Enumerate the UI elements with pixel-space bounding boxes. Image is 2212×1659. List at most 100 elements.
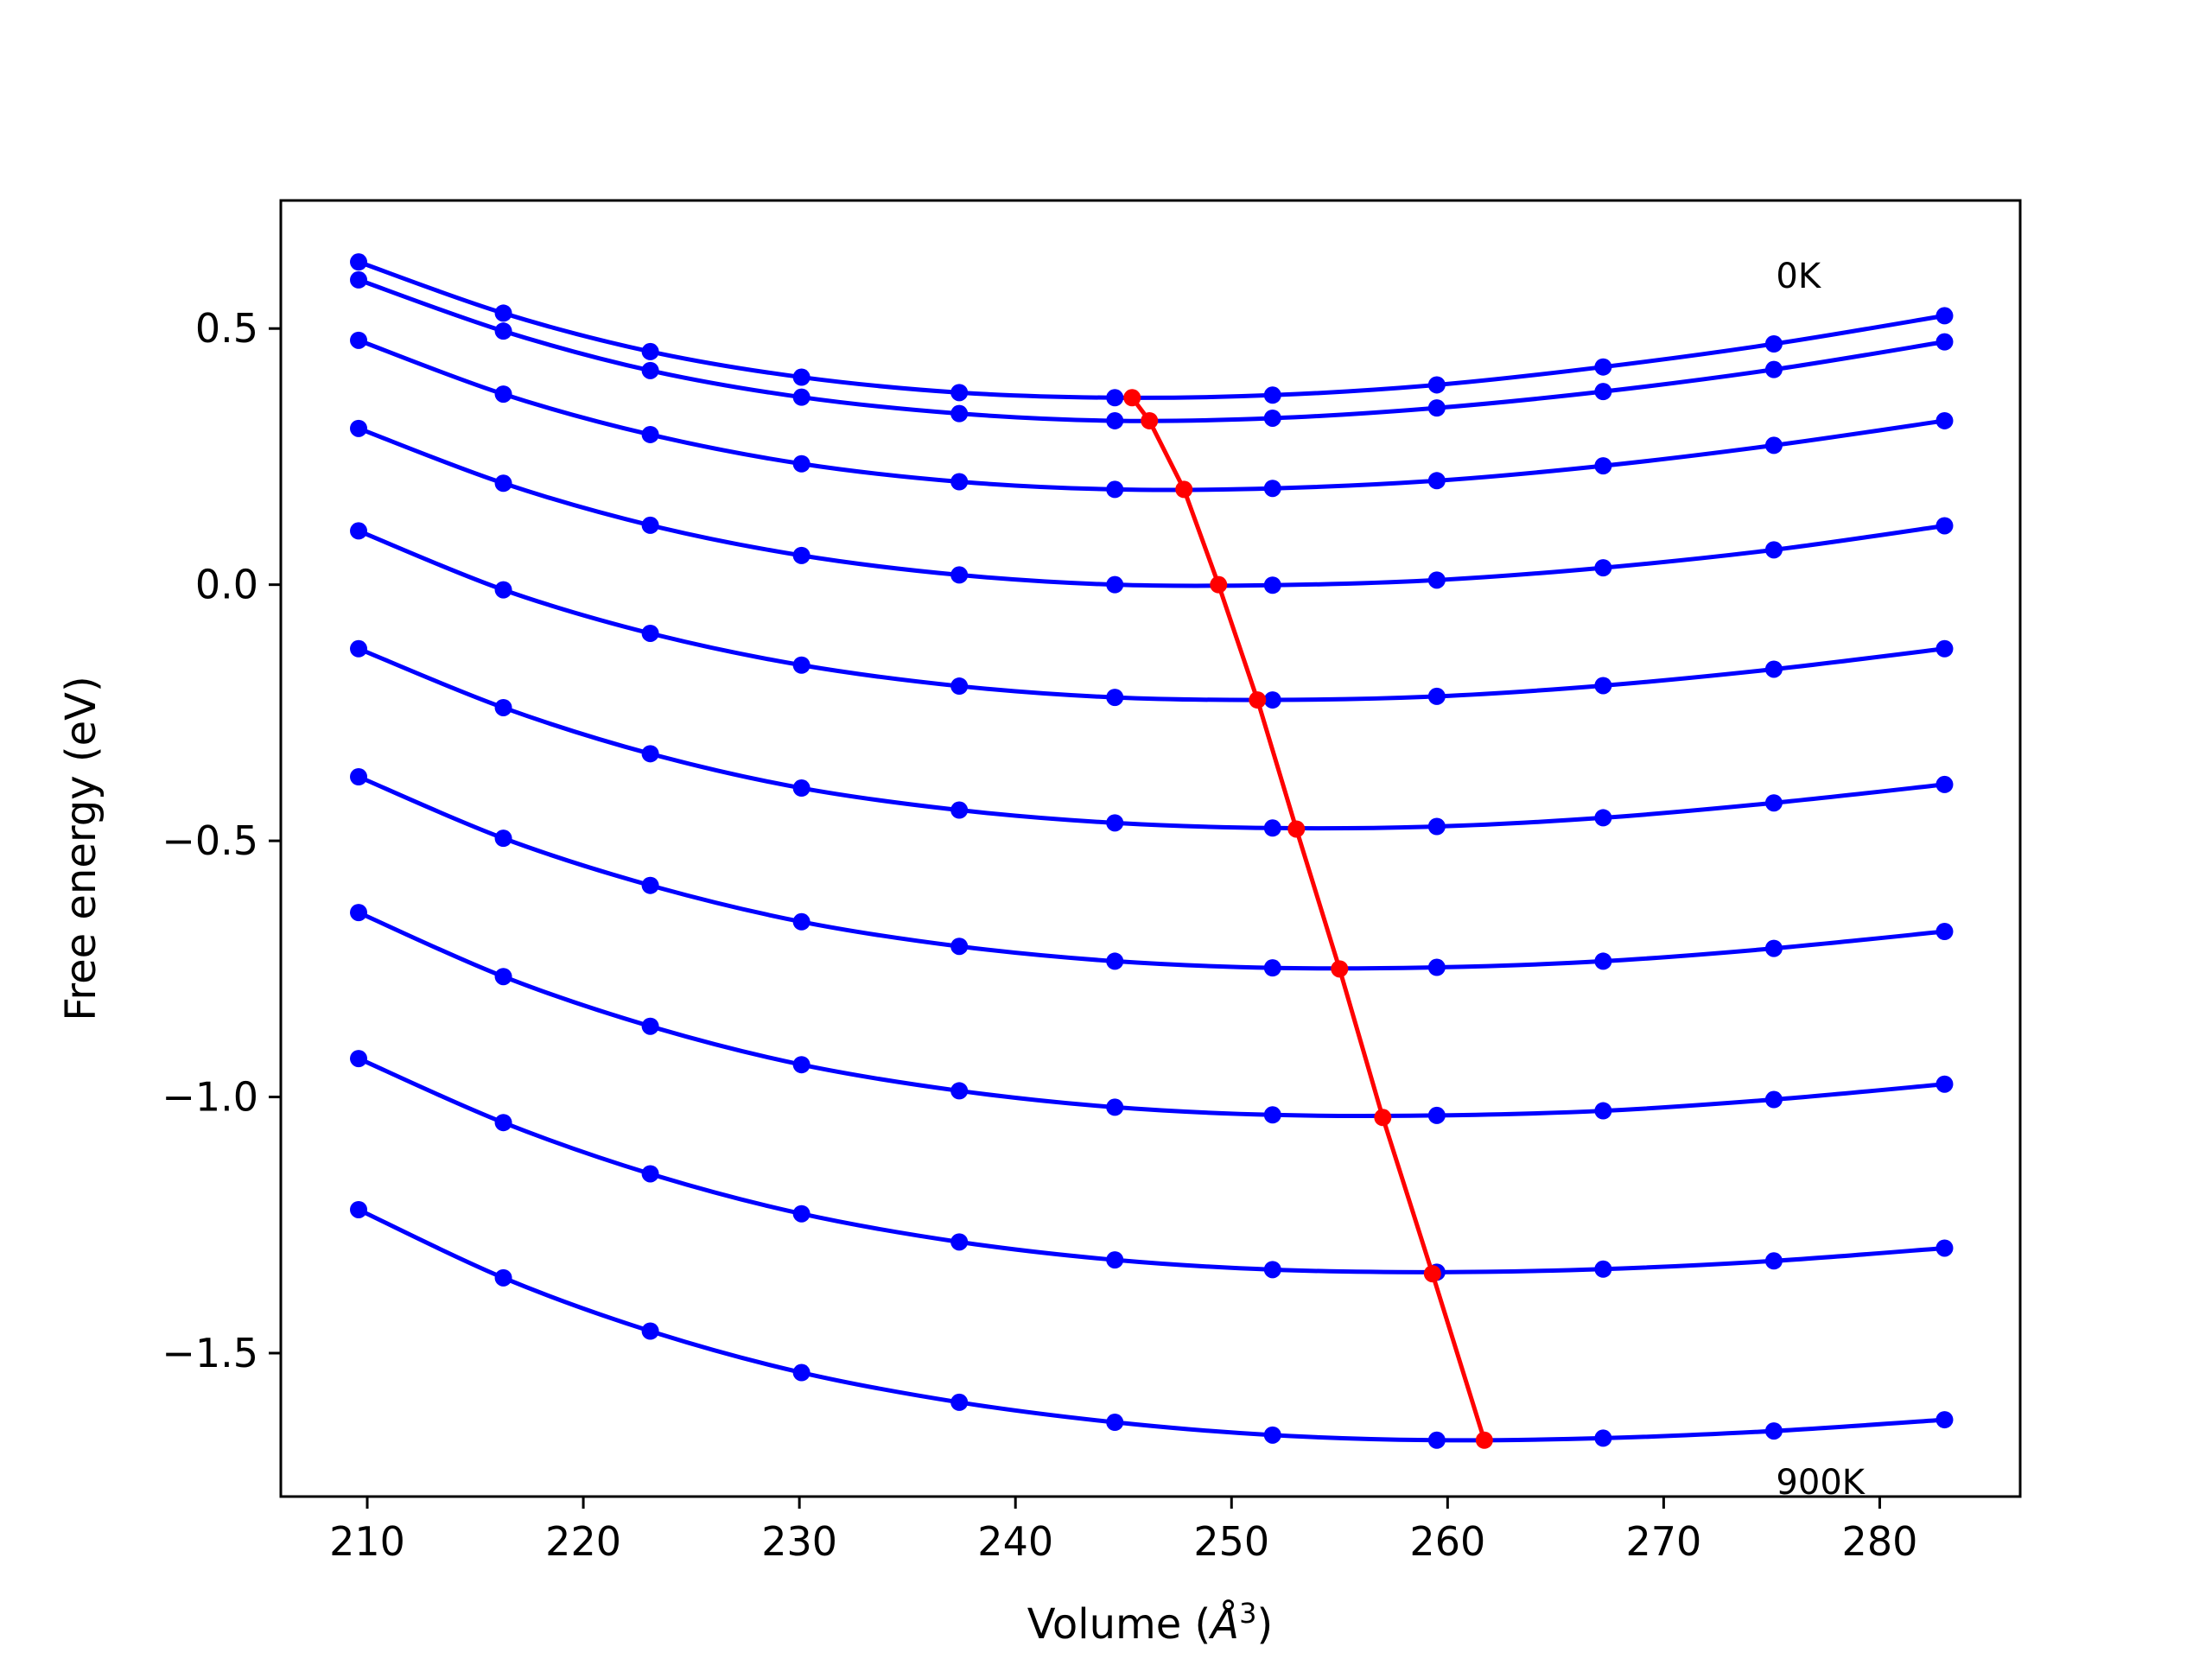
series-10 — [350, 1200, 1954, 1449]
data-point — [1106, 1414, 1124, 1432]
data-point — [1936, 775, 1954, 793]
data-point — [792, 546, 810, 564]
data-point — [350, 767, 368, 785]
data-point — [641, 425, 659, 443]
data-point — [1106, 814, 1124, 832]
data-point — [1936, 639, 1954, 658]
y-axis-label: Free energy (eV) — [57, 676, 105, 1020]
data-point — [1263, 1106, 1281, 1124]
y-tick-label: 0.5 — [195, 305, 258, 352]
data-point — [1594, 383, 1612, 401]
data-point — [1764, 1422, 1783, 1440]
series-4 — [350, 419, 1954, 594]
data-point — [1427, 399, 1446, 417]
series-8 — [350, 904, 1954, 1124]
data-point — [1936, 411, 1954, 429]
x-tick-label: 210 — [329, 1518, 405, 1565]
data-point — [1263, 576, 1281, 594]
data-point — [1427, 958, 1446, 976]
minimum-point — [1475, 1431, 1493, 1449]
x-axis-label-exponent: 3 — [1239, 1597, 1256, 1630]
data-point — [792, 1056, 810, 1074]
data-point — [1764, 360, 1783, 378]
data-point — [950, 801, 969, 819]
data-point — [1936, 923, 1954, 941]
data-point — [1106, 952, 1124, 970]
data-point — [1936, 1411, 1954, 1429]
data-point — [350, 904, 368, 922]
annotation-label: 0K — [1776, 257, 1821, 296]
data-point — [1764, 1090, 1783, 1109]
data-point — [1594, 559, 1612, 577]
data-point — [1106, 575, 1124, 594]
data-point — [1764, 436, 1783, 454]
data-point — [1106, 1098, 1124, 1116]
data-point — [494, 698, 512, 716]
data-point — [792, 368, 810, 386]
data-point — [1594, 457, 1612, 475]
data-point — [350, 419, 368, 437]
data-point — [1594, 809, 1612, 827]
minimum-point — [1423, 1265, 1441, 1283]
data-point — [1936, 1075, 1954, 1093]
data-point — [792, 454, 810, 473]
data-point — [641, 876, 659, 894]
data-point — [1106, 1251, 1124, 1269]
y-tick-label: −0.5 — [162, 817, 258, 864]
data-point — [1427, 472, 1446, 490]
data-point — [494, 581, 512, 599]
data-point — [494, 1268, 512, 1287]
x-tick-label: 280 — [1842, 1518, 1918, 1565]
minimum-point — [1287, 820, 1306, 838]
annotations: 0K 900K — [1776, 257, 1866, 1503]
data-point — [350, 522, 368, 540]
data-point — [950, 473, 969, 491]
data-point — [1263, 819, 1281, 837]
data-point — [950, 566, 969, 584]
y-tick-label: 0.0 — [195, 562, 258, 608]
data-point — [350, 639, 368, 658]
series-1 — [350, 253, 1954, 407]
data-point — [494, 968, 512, 986]
data-point — [950, 938, 969, 956]
data-point — [1427, 571, 1446, 589]
data-point — [950, 1082, 969, 1100]
x-axis-label-text: Volume ( — [1027, 1600, 1211, 1649]
data-point — [1106, 480, 1124, 499]
minimum-point — [1210, 575, 1228, 594]
series-5 — [350, 522, 1954, 709]
data-point — [792, 912, 810, 931]
data-point — [494, 1114, 512, 1132]
data-point — [1263, 386, 1281, 404]
data-point — [792, 1363, 810, 1382]
data-point — [1594, 1429, 1612, 1447]
data-point — [350, 270, 368, 289]
data-point — [350, 253, 368, 271]
minimum-point — [1374, 1109, 1392, 1127]
data-point — [1427, 1106, 1446, 1124]
data-point — [1764, 335, 1783, 353]
data-point — [950, 404, 969, 423]
data-point — [494, 830, 512, 848]
data-point — [950, 1233, 969, 1251]
data-point — [641, 342, 659, 360]
x-axis-label-symbol: Å — [1208, 1599, 1239, 1649]
minimum-line — [1130, 396, 1487, 1441]
data-point — [1106, 389, 1124, 407]
data-point — [1427, 817, 1446, 836]
data-point — [641, 1165, 659, 1183]
data-point — [792, 1205, 810, 1223]
data-point — [1427, 687, 1446, 705]
data-point — [494, 385, 512, 404]
data-point — [641, 361, 659, 379]
data-point — [1936, 307, 1954, 325]
minimum-point — [1175, 480, 1193, 499]
data-point — [1427, 376, 1446, 394]
data-point — [1764, 794, 1783, 812]
data-point — [1936, 1239, 1954, 1257]
x-tick-label: 270 — [1625, 1518, 1701, 1565]
data-point — [1594, 1260, 1612, 1278]
data-point — [950, 677, 969, 696]
